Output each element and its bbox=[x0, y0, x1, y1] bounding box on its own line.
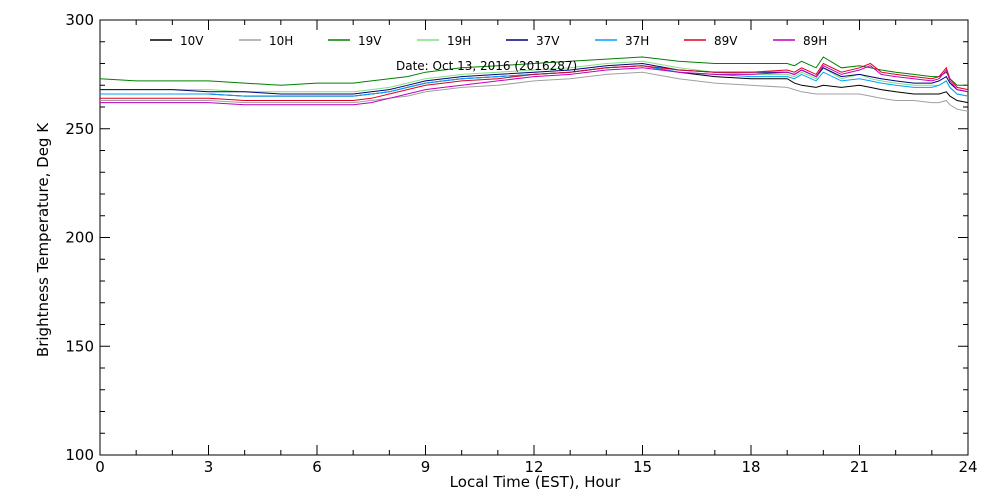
axis-ticks bbox=[99, 19, 969, 456]
x-tick-label: 18 bbox=[741, 458, 760, 476]
legend-label-89v: 89V bbox=[714, 34, 738, 48]
legend-label-19v: 19V bbox=[358, 34, 382, 48]
x-tick-label: 9 bbox=[421, 458, 431, 476]
y-tick-label: 300 bbox=[65, 11, 94, 29]
legend-label-19h: 19H bbox=[447, 34, 471, 48]
plot-frame bbox=[99, 19, 969, 456]
x-tick-label: 21 bbox=[850, 458, 869, 476]
x-tick-label: 24 bbox=[958, 458, 977, 476]
legend-label-89h: 89H bbox=[803, 34, 827, 48]
series-line-89h bbox=[100, 65, 969, 106]
axis-tick-labels: 0 3 6 9 12 15 18 21 24 100 150 200 250 300 bbox=[65, 11, 977, 476]
x-tick-label: 6 bbox=[312, 458, 322, 476]
data-lines bbox=[99, 56, 969, 112]
series-line-19h bbox=[100, 60, 969, 97]
legend: 10V 10H 19V 19H 37V 37H 89V 89H bbox=[150, 34, 827, 48]
legend-label-10h: 10H bbox=[269, 34, 293, 48]
legend-label-37h: 37H bbox=[625, 34, 649, 48]
series-line-10h bbox=[100, 71, 969, 112]
x-tick-label: 12 bbox=[524, 458, 543, 476]
x-tick-label: 15 bbox=[633, 458, 652, 476]
y-tick-label: 100 bbox=[65, 446, 94, 464]
x-tick-label: 3 bbox=[204, 458, 214, 476]
y-tick-label: 250 bbox=[65, 120, 94, 138]
series-line-89v bbox=[100, 62, 969, 101]
x-tick-label: 0 bbox=[95, 458, 105, 476]
legend-label-10v: 10V bbox=[180, 34, 204, 48]
legend-label-37v: 37V bbox=[536, 34, 560, 48]
y-tick-label: 200 bbox=[65, 229, 94, 247]
y-tick-label: 150 bbox=[65, 337, 94, 355]
y-axis-label: Brightness Temperature, Deg K bbox=[34, 122, 52, 357]
date-annotation: Date: Oct 13, 2016 (2016287) bbox=[396, 59, 577, 73]
x-axis-label: Local Time (EST), Hour bbox=[450, 473, 621, 491]
series-line-19v bbox=[99, 56, 968, 86]
